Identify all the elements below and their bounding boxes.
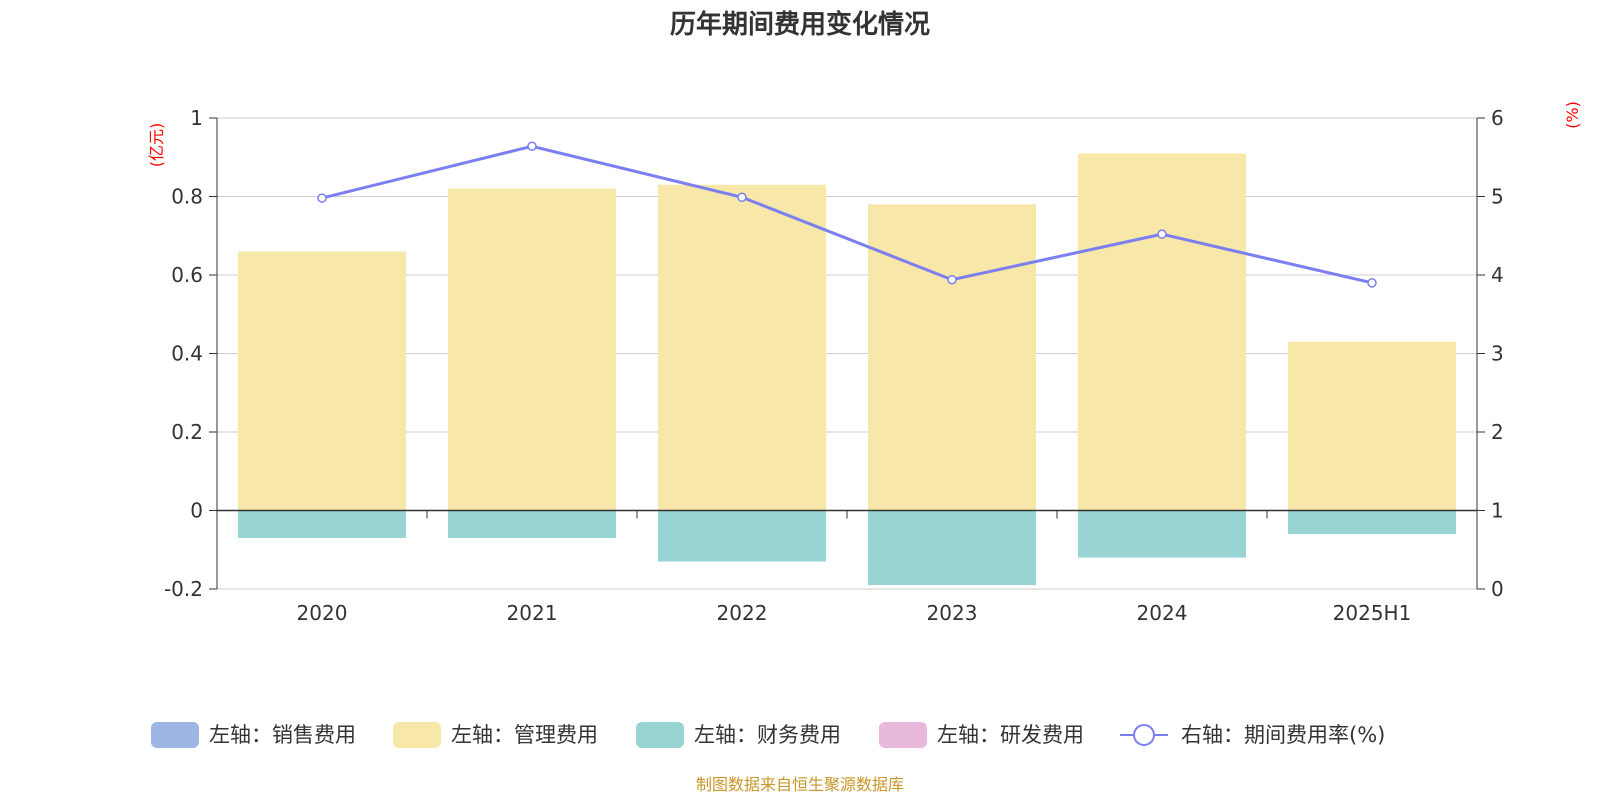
legend-swatch — [636, 722, 684, 748]
right-tick-label: 5 — [1491, 185, 1504, 209]
legend-label: 左轴：管理费用 — [451, 723, 598, 747]
legend-marker — [1133, 724, 1155, 746]
rate-point-2020 — [317, 193, 327, 203]
left-tick-label: -0.2 — [164, 577, 203, 601]
chart-title: 历年期间费用变化情况 — [670, 9, 930, 40]
rate-point-2025H1 — [1367, 278, 1377, 288]
rate-line — [317, 141, 1377, 288]
source-note: 制图数据来自恒生聚源数据库 — [696, 775, 904, 794]
legend-swatch — [151, 722, 199, 748]
bars — [238, 153, 1456, 586]
rate-point-2021 — [527, 141, 537, 152]
bar-2021 — [448, 510, 616, 538]
right-tick-label: 4 — [1491, 263, 1504, 287]
bar-2023 — [868, 510, 1036, 586]
right-tick-label: 1 — [1491, 499, 1504, 523]
bar-2024 — [1078, 510, 1246, 558]
legend-label: 右轴：期间费用率(%) — [1181, 723, 1385, 747]
bar-2020 — [238, 510, 406, 538]
bar-2021 — [448, 188, 616, 511]
left-axis-unit: (亿元) — [147, 123, 166, 168]
bar-2025H1 — [1288, 341, 1456, 511]
bar-2020 — [238, 251, 406, 511]
bar-2022 — [658, 184, 826, 511]
legend-swatch — [393, 722, 441, 748]
x-tick-label: 2025H1 — [1333, 601, 1412, 625]
x-tick-label: 2022 — [717, 601, 768, 625]
x-tick-label: 2020 — [297, 601, 348, 625]
right-axis-unit: (%) — [1563, 101, 1582, 129]
right-tick-label: 6 — [1491, 106, 1504, 130]
left-tick-label: 0.6 — [171, 263, 203, 287]
left-tick-label: 0.4 — [171, 342, 203, 366]
rate-line-path — [321, 144, 1373, 285]
rate-point-2024 — [1157, 229, 1167, 239]
legend: 左轴：销售费用 左轴：管理费用 左轴：财务费用 左轴：研发费用 右轴：期间费用率(%) — [151, 722, 1385, 748]
rate-point-2022 — [737, 192, 747, 203]
bar-2022 — [658, 510, 826, 562]
legend-label: 左轴：研发费用 — [937, 723, 1084, 747]
right-tick-label: 3 — [1491, 342, 1504, 366]
axes: -0.2 0 0.2 0.4 0.6 0.8 1 0 1 2 3 4 5 6 2020 2021 2022 202… — [164, 106, 1504, 625]
left-tick-label: 0 — [190, 499, 203, 523]
legend-label: 左轴：销售费用 — [209, 723, 356, 747]
x-tick-label: 2023 — [927, 601, 978, 625]
legend-label: 左轴：财务费用 — [694, 723, 841, 747]
right-tick-label: 0 — [1491, 577, 1504, 601]
left-tick-label: 0.8 — [171, 185, 203, 209]
bar-2023 — [868, 204, 1036, 511]
right-tick-label: 2 — [1491, 420, 1504, 444]
left-tick-label: 1 — [190, 106, 203, 130]
x-tick-label: 2021 — [507, 601, 558, 625]
bar-2025H1 — [1288, 510, 1456, 535]
legend-swatch — [879, 722, 927, 748]
bar-2024 — [1078, 153, 1246, 511]
left-tick-label: 0.2 — [171, 420, 203, 444]
x-tick-label: 2024 — [1137, 601, 1188, 625]
rate-point-2023 — [947, 274, 957, 285]
